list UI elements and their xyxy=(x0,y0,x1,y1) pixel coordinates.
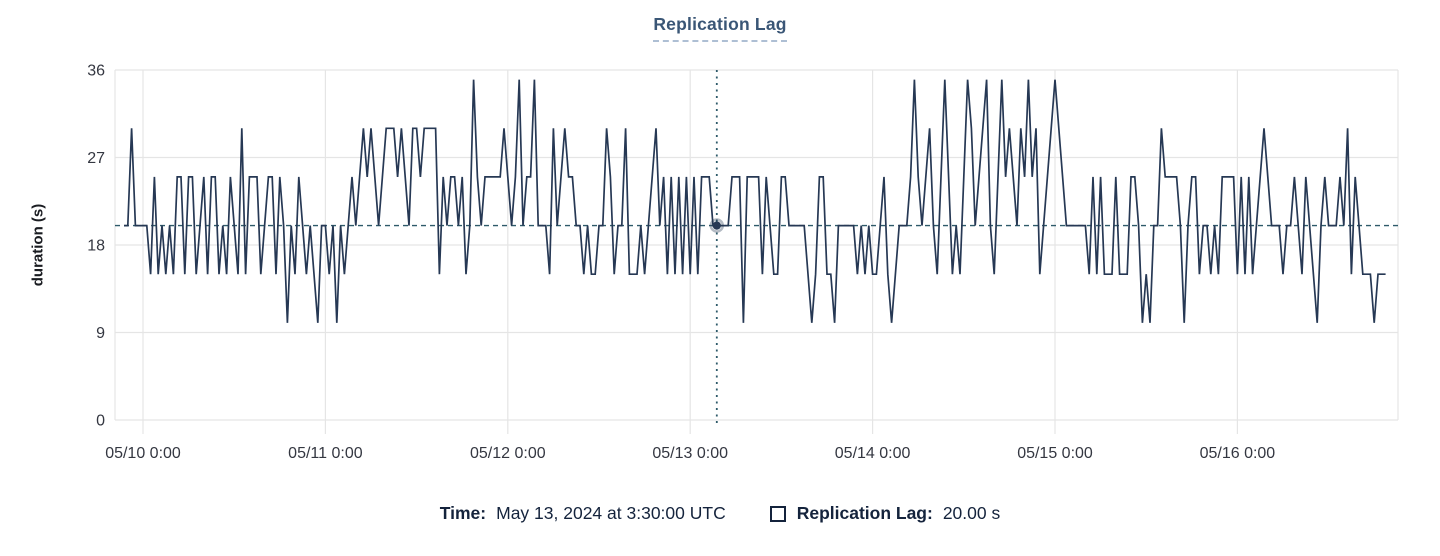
series-swatch-icon xyxy=(769,505,786,522)
svg-text:36: 36 xyxy=(87,63,105,80)
svg-text:27: 27 xyxy=(87,150,105,167)
tooltip-series-group: Replication Lag: 20.00 s xyxy=(769,503,1001,524)
crosshair-point xyxy=(712,221,721,230)
time-value: May 13, 2024 at 3:30:00 UTC xyxy=(496,503,726,523)
series-line xyxy=(124,79,1386,323)
tooltip-time-group: Time: May 13, 2024 at 3:30:00 UTC xyxy=(440,503,726,524)
hover-tooltip-legend: Time: May 13, 2024 at 3:30:00 UTC Replic… xyxy=(0,503,1440,524)
x-gridlines xyxy=(114,70,1399,434)
x-tick-labels: 05/10 0:00 05/11 0:00 05/12 0:00 05/13 0:00… xyxy=(105,445,1275,462)
y-gridlines xyxy=(115,69,1398,421)
svg-text:05/12 0:00: 05/12 0:00 xyxy=(470,445,546,462)
svg-text:0: 0 xyxy=(96,413,105,430)
y-tick-labels: 0 9 18 27 36 xyxy=(87,63,105,430)
svg-text:05/16 0:00: 05/16 0:00 xyxy=(1200,445,1276,462)
series-value: 20.00 s xyxy=(942,503,1001,523)
svg-text:05/14 0:00: 05/14 0:00 xyxy=(835,445,911,462)
y-axis-label: duration (s) xyxy=(29,203,47,287)
line-chart-plot-area[interactable]: 0 9 18 27 36 05/10 0:00 05/11 0:00 05/12 0:00 05… xyxy=(0,0,1440,470)
svg-text:05/11 0:00: 05/11 0:00 xyxy=(288,445,363,462)
svg-text:05/13 0:00: 05/13 0:00 xyxy=(652,445,728,462)
time-label: Time: xyxy=(439,503,487,523)
series-label: Replication Lag: xyxy=(796,503,933,523)
chart-header: Replication Lag xyxy=(0,14,1440,42)
svg-text:05/15 0:00: 05/15 0:00 xyxy=(1017,445,1093,462)
svg-text:18: 18 xyxy=(87,238,105,255)
svg-text:9: 9 xyxy=(96,325,105,342)
crosshair-point-halo xyxy=(709,218,725,233)
chart-title[interactable]: Replication Lag xyxy=(653,14,787,42)
svg-text:05/10 0:00: 05/10 0:00 xyxy=(105,445,181,462)
